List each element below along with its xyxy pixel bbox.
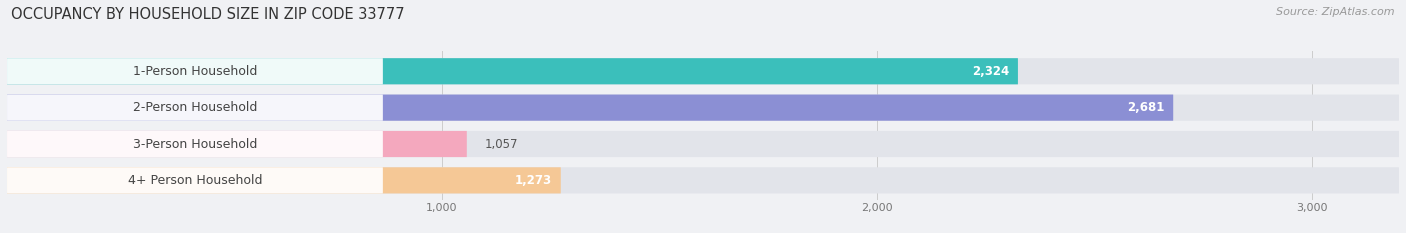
Text: 2,681: 2,681 [1128, 101, 1164, 114]
Text: 4+ Person Household: 4+ Person Household [128, 174, 262, 187]
Text: Source: ZipAtlas.com: Source: ZipAtlas.com [1277, 7, 1395, 17]
FancyBboxPatch shape [7, 95, 1399, 121]
Text: 1-Person Household: 1-Person Household [132, 65, 257, 78]
FancyBboxPatch shape [7, 95, 1173, 121]
FancyBboxPatch shape [7, 131, 467, 157]
FancyBboxPatch shape [7, 167, 1399, 193]
Text: 3-Person Household: 3-Person Household [132, 137, 257, 151]
FancyBboxPatch shape [7, 58, 1018, 84]
Text: 1,273: 1,273 [515, 174, 553, 187]
FancyBboxPatch shape [7, 58, 1399, 84]
Text: 1,057: 1,057 [484, 137, 517, 151]
FancyBboxPatch shape [7, 131, 1399, 157]
FancyBboxPatch shape [7, 167, 561, 193]
Text: 2-Person Household: 2-Person Household [132, 101, 257, 114]
Text: OCCUPANCY BY HOUSEHOLD SIZE IN ZIP CODE 33777: OCCUPANCY BY HOUSEHOLD SIZE IN ZIP CODE … [11, 7, 405, 22]
FancyBboxPatch shape [7, 131, 382, 157]
FancyBboxPatch shape [7, 167, 382, 193]
FancyBboxPatch shape [7, 95, 382, 121]
Text: 2,324: 2,324 [972, 65, 1010, 78]
FancyBboxPatch shape [7, 58, 382, 84]
